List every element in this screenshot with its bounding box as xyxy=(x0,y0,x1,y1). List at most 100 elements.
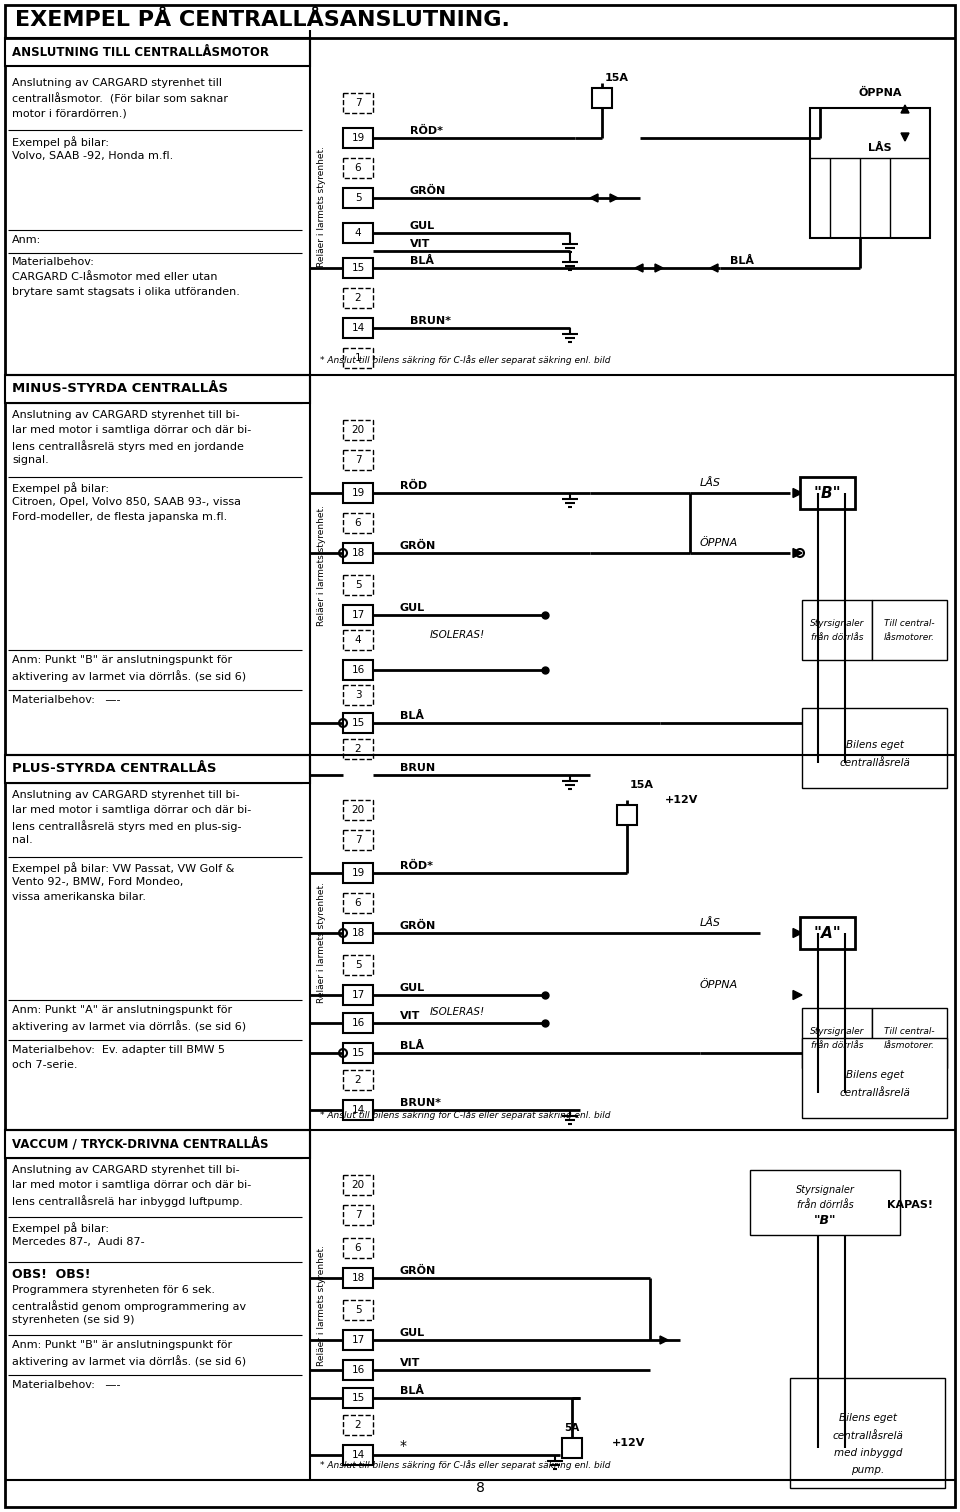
Text: Exempel på bilar:: Exempel på bilar: xyxy=(12,136,109,148)
Text: * Anslut till bilens säkring för C-lås eller separat säkring enl. bild: * Anslut till bilens säkring för C-lås e… xyxy=(320,355,611,364)
Text: 7: 7 xyxy=(354,98,361,107)
Text: 2: 2 xyxy=(354,1075,361,1086)
Text: 17: 17 xyxy=(351,990,365,999)
Bar xyxy=(343,513,373,534)
Text: 3: 3 xyxy=(354,689,361,700)
Text: 7: 7 xyxy=(354,835,361,845)
Text: BLÅ: BLÅ xyxy=(410,256,434,266)
Text: LÅS: LÅS xyxy=(868,144,892,153)
Bar xyxy=(810,107,930,237)
Bar xyxy=(343,1300,373,1320)
Text: 4: 4 xyxy=(354,635,361,646)
Polygon shape xyxy=(610,194,618,203)
Text: MINUS-STYRDA CENTRALLÅS: MINUS-STYRDA CENTRALLÅS xyxy=(12,383,228,396)
Bar xyxy=(343,420,373,440)
Text: Styrsignaler: Styrsignaler xyxy=(810,1027,864,1036)
Text: 15: 15 xyxy=(351,1048,365,1058)
Text: vissa amerikanska bilar.: vissa amerikanska bilar. xyxy=(12,892,146,903)
Bar xyxy=(802,600,872,661)
Text: 15A: 15A xyxy=(630,780,654,789)
Bar xyxy=(343,187,373,209)
Text: EXEMPEL PÅ CENTRALLÅSANSLUTNING.: EXEMPEL PÅ CENTRALLÅSANSLUTNING. xyxy=(15,11,510,30)
Text: Anslutning av CARGARD styrenhet till bi-: Anslutning av CARGARD styrenhet till bi- xyxy=(12,410,240,420)
Bar xyxy=(802,1009,872,1067)
Text: Ford-modeller, de flesta japanska m.fl.: Ford-modeller, de flesta japanska m.fl. xyxy=(12,513,228,522)
Text: lar med motor i samtliga dörrar och där bi-: lar med motor i samtliga dörrar och där … xyxy=(12,804,252,815)
Polygon shape xyxy=(901,104,909,113)
Bar xyxy=(802,708,947,788)
Bar xyxy=(343,1445,373,1465)
Text: VACCUM / TRYCK-DRIVNA CENTRALLÅS: VACCUM / TRYCK-DRIVNA CENTRALLÅS xyxy=(12,1137,269,1151)
Polygon shape xyxy=(793,928,802,937)
Bar xyxy=(343,863,373,883)
Text: CARGARD C-låsmotor med eller utan: CARGARD C-låsmotor med eller utan xyxy=(12,272,218,283)
Bar xyxy=(343,1070,373,1090)
Text: centralåstid genom omprogrammering av: centralåstid genom omprogrammering av xyxy=(12,1300,246,1312)
Text: låsmotorer.: låsmotorer. xyxy=(883,634,934,643)
Text: och 7-serie.: och 7-serie. xyxy=(12,1060,78,1070)
Text: LÅS: LÅS xyxy=(700,478,721,488)
Text: 14: 14 xyxy=(351,1450,365,1461)
Text: Till central-: Till central- xyxy=(884,1027,934,1036)
Text: ÖPPNA: ÖPPNA xyxy=(858,88,901,98)
Text: RÖD*: RÖD* xyxy=(410,125,443,136)
Bar xyxy=(343,956,373,975)
Text: BRUN*: BRUN* xyxy=(410,316,451,327)
Bar xyxy=(5,375,310,404)
Bar xyxy=(343,605,373,624)
Text: "B": "B" xyxy=(814,1214,836,1226)
Text: VIT: VIT xyxy=(400,1012,420,1021)
Text: 1: 1 xyxy=(354,352,361,363)
Text: "A": "A" xyxy=(813,925,841,940)
Text: ÖPPNA: ÖPPNA xyxy=(700,980,738,990)
Text: Anm:: Anm: xyxy=(12,234,41,245)
Text: styrenheten (se sid 9): styrenheten (se sid 9) xyxy=(12,1315,134,1325)
Bar xyxy=(800,916,855,950)
Text: Exempel på bilar: VW Passat, VW Golf &: Exempel på bilar: VW Passat, VW Golf & xyxy=(12,862,234,874)
Text: Vento 92-, BMW, Ford Mondeo,: Vento 92-, BMW, Ford Mondeo, xyxy=(12,877,183,888)
Text: Mercedes 87-,  Audi 87-: Mercedes 87-, Audi 87- xyxy=(12,1237,145,1247)
Text: Till central-: Till central- xyxy=(884,618,934,627)
Text: Exempel på bilar:: Exempel på bilar: xyxy=(12,482,109,494)
Polygon shape xyxy=(710,265,718,272)
Text: 8: 8 xyxy=(475,1480,485,1495)
Text: +12V: +12V xyxy=(665,795,698,804)
Polygon shape xyxy=(655,265,663,272)
Text: ISOLERAS!: ISOLERAS! xyxy=(430,1007,485,1018)
Bar xyxy=(343,631,373,650)
Bar xyxy=(343,451,373,470)
Bar xyxy=(802,1039,947,1117)
Text: BLÅ: BLÅ xyxy=(730,256,754,266)
Text: GUL: GUL xyxy=(410,221,435,231)
Text: 7: 7 xyxy=(354,1210,361,1220)
Text: Bilens eget: Bilens eget xyxy=(839,1414,897,1423)
Text: från dörrlås: från dörrlås xyxy=(811,1042,863,1051)
Text: 19: 19 xyxy=(351,133,365,144)
Text: 5A: 5A xyxy=(564,1423,580,1433)
Bar xyxy=(343,714,373,733)
Text: Anm: Punkt "B" är anslutningspunkt för: Anm: Punkt "B" är anslutningspunkt för xyxy=(12,655,232,665)
Text: 15A: 15A xyxy=(605,73,629,83)
Text: låsmotorer.: låsmotorer. xyxy=(883,1042,934,1051)
Bar xyxy=(343,157,373,178)
Text: Reläer i larmets styrenhet.: Reläer i larmets styrenhet. xyxy=(318,881,326,1002)
Bar xyxy=(343,222,373,243)
Text: brytare samt stagsats i olika utföranden.: brytare samt stagsats i olika utföranden… xyxy=(12,287,240,296)
Text: GUL: GUL xyxy=(400,983,425,993)
Text: RÖD*: RÖD* xyxy=(400,860,433,871)
Bar xyxy=(343,482,373,503)
Text: lens centrallåsrelä styrs med en jordande: lens centrallåsrelä styrs med en jordand… xyxy=(12,440,244,452)
Text: Materialbehov:   —-: Materialbehov: —- xyxy=(12,1380,121,1390)
Text: centrallåsrelä: centrallåsrelä xyxy=(832,1430,903,1441)
Bar xyxy=(800,476,855,510)
Text: 16: 16 xyxy=(351,1018,365,1028)
Text: 20: 20 xyxy=(351,1179,365,1190)
Text: lens centrallåsrelä har inbyggd luftpump.: lens centrallåsrelä har inbyggd luftpump… xyxy=(12,1194,243,1207)
Bar xyxy=(343,287,373,308)
Text: nal.: nal. xyxy=(12,835,33,845)
Bar xyxy=(592,88,612,107)
Text: lens centrallåsrelä styrs med en plus-sig-: lens centrallåsrelä styrs med en plus-si… xyxy=(12,820,242,832)
Bar xyxy=(343,318,373,339)
Bar xyxy=(617,804,637,826)
Bar xyxy=(343,1238,373,1258)
